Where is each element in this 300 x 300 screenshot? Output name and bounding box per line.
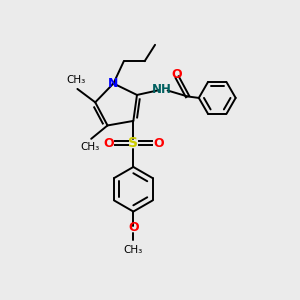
Text: N: N [108, 77, 118, 90]
Text: NH: NH [152, 82, 172, 95]
Text: S: S [128, 136, 138, 150]
Text: O: O [153, 137, 164, 150]
Text: CH₃: CH₃ [80, 142, 99, 152]
Text: CH₃: CH₃ [124, 245, 143, 255]
Text: O: O [128, 221, 139, 234]
Text: O: O [103, 137, 114, 150]
Text: O: O [172, 68, 182, 81]
Text: CH₃: CH₃ [66, 75, 85, 85]
